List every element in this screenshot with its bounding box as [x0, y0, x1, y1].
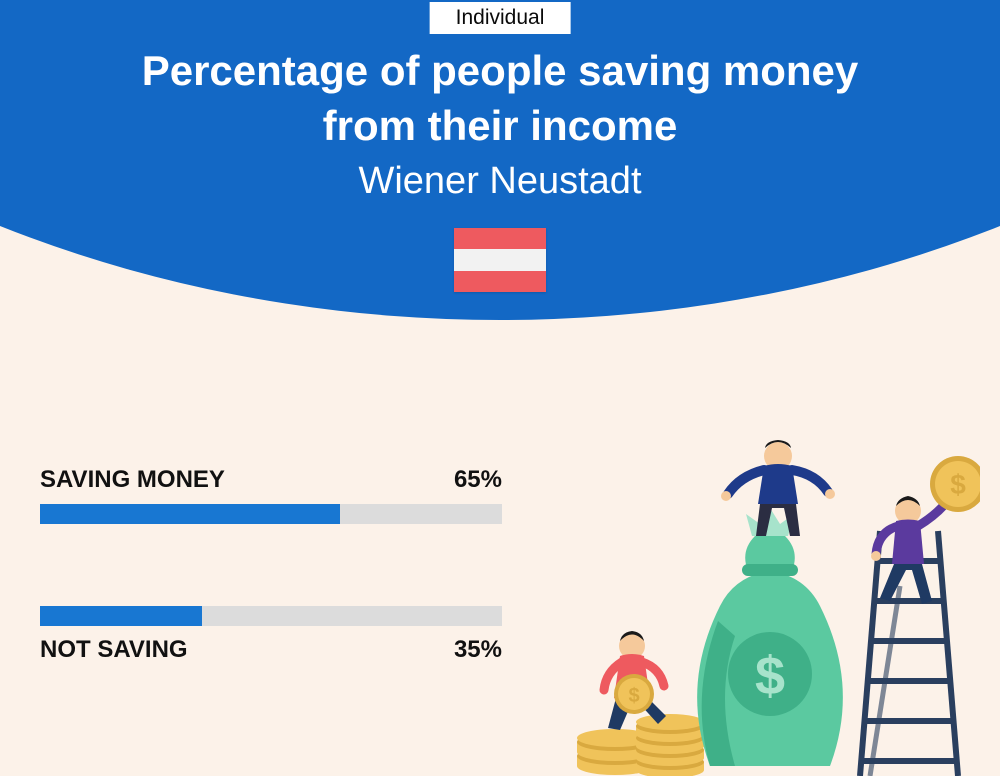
- money-bag-icon: $: [697, 508, 843, 766]
- bar-fill: [40, 606, 202, 626]
- title-line-1: Percentage of people saving money: [142, 47, 859, 94]
- main-title: Percentage of people saving money from t…: [0, 44, 1000, 153]
- bar-label: NOT SAVING: [40, 636, 188, 664]
- bar-header: SAVING MONEY 65%: [40, 466, 502, 494]
- subtitle-location: Wiener Neustadt: [0, 160, 1000, 203]
- bar-footer: NOT SAVING 35%: [40, 636, 502, 664]
- svg-text:$: $: [755, 646, 785, 706]
- person-ladder-icon: $: [871, 456, 980, 604]
- bar-fill: [40, 504, 340, 524]
- person-sitting-icon: $: [604, 631, 666, 730]
- bar-label: SAVING MONEY: [40, 466, 225, 494]
- bars-container: SAVING MONEY 65% NOT SAVING 35%: [40, 466, 502, 746]
- flag-stripe: [454, 249, 546, 270]
- bar-not-saving: NOT SAVING 35%: [40, 606, 502, 664]
- flag-stripe: [454, 271, 546, 292]
- svg-text:$: $: [950, 469, 966, 500]
- title-line-2: from their income: [323, 102, 678, 149]
- coin-stack-icon: [577, 714, 704, 776]
- savings-illustration: $ $: [560, 436, 980, 776]
- svg-text:$: $: [628, 685, 639, 707]
- bar-track: [40, 504, 502, 524]
- bar-saving-money: SAVING MONEY 65%: [40, 466, 502, 524]
- austria-flag-icon: [454, 228, 546, 292]
- flag-stripe: [454, 228, 546, 249]
- bar-track: [40, 606, 502, 626]
- category-tag: Individual: [430, 2, 571, 34]
- bar-value: 65%: [454, 466, 502, 494]
- bar-value: 35%: [454, 636, 502, 664]
